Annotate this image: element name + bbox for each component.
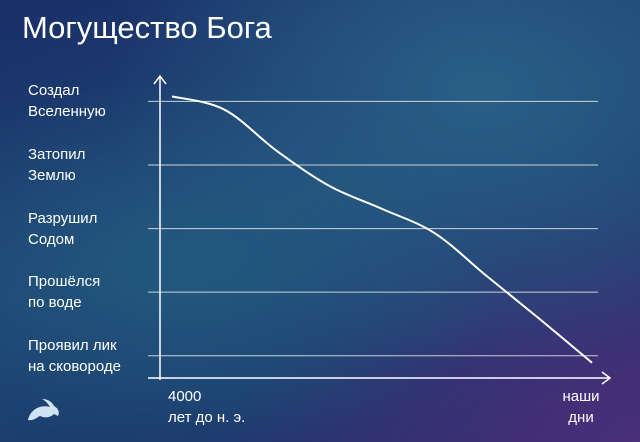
line [171,95,593,364]
x-axis-arrow [601,371,612,385]
logo [28,399,59,421]
y-tick-label: Создал Вселенную [28,82,106,121]
y-tick-label: Разрушил Содом [28,209,98,248]
y-axis-arrow [153,74,167,85]
chart-title: Могущество Бога [22,10,273,45]
x-tick-label: 4000 лет до н. э. [168,388,246,426]
y-tick-label: Прошёлся по воде [28,273,101,312]
x-tick-label: наши дни [562,388,600,426]
y-tick-label: Проявил лик на сковороде [28,336,121,375]
y-tick-label: Затопил Землю [28,146,86,184]
